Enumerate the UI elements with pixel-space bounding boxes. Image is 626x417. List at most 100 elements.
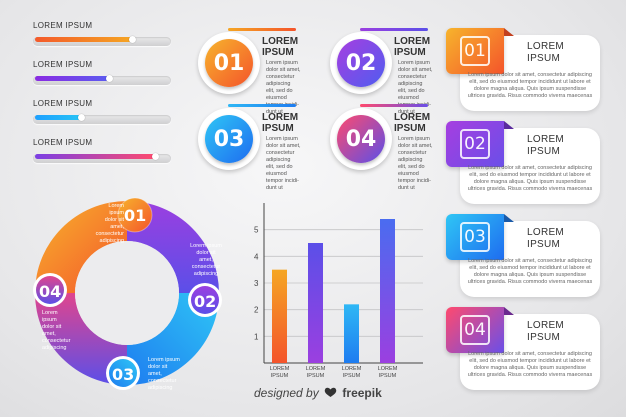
desc-line: consectetur xyxy=(148,378,177,384)
ring-description-03: Lorem ipsum dolor sit amet, consectetur … xyxy=(148,357,182,392)
circle-description: Lorem ipsum dolor sit amet, consectetur … xyxy=(266,60,316,116)
card-tab: 04 xyxy=(446,307,504,353)
card-description: Lorem ipsum dolor sit amet, consectetur … xyxy=(464,258,596,286)
title-underline xyxy=(228,104,296,107)
desc-line: adipiscing xyxy=(148,385,173,391)
desc-line: adipiscing xyxy=(99,238,124,244)
desc-line: elit, sed do eiusmod tempor incididunt u… xyxy=(469,358,591,364)
desc-line: Lorem ipsum xyxy=(398,136,430,142)
ring-segment-03 xyxy=(127,293,219,385)
card-title-line: LOREM xyxy=(527,227,565,238)
progress-bar-track xyxy=(33,36,171,46)
desc-line: consectetur xyxy=(266,150,295,156)
freepik-logo-icon xyxy=(324,386,337,398)
number-badge-inner: 03 xyxy=(205,115,253,163)
ring-bubble-01 xyxy=(117,197,153,233)
desc-line: ultrices gravida. Risus commodo viverra … xyxy=(467,93,593,99)
x-tick-label: LOREM IPSUM xyxy=(301,366,331,380)
card-title-line: IPSUM xyxy=(527,332,561,343)
card-number: 04 xyxy=(460,315,490,345)
progress-bar-item: LOREM IPSUM xyxy=(33,99,171,124)
ring-number-04: 04 xyxy=(39,282,62,301)
desc-line: elit, sed do xyxy=(266,164,293,170)
desc-line: elit, sed do eiusmod tempor incididunt u… xyxy=(469,265,591,271)
x-tick-label-line: LOREM xyxy=(269,366,290,372)
number-badge: 04 xyxy=(330,108,392,170)
desc-line: Lorem ipsum xyxy=(42,310,58,323)
desc-line: Lorem ipsum dolor sit amet, consectetur … xyxy=(468,351,592,357)
desc-line: dolor sit amet, xyxy=(398,67,433,73)
card-title-line: IPSUM xyxy=(527,146,561,157)
circle-title: LOREM IPSUM xyxy=(394,112,444,134)
number-badge: 02 xyxy=(330,32,392,94)
circle-title-line: IPSUM xyxy=(262,47,294,58)
progress-knob[interactable] xyxy=(106,75,114,82)
desc-line: eiusmod xyxy=(266,95,287,101)
number-badge-inner: 02 xyxy=(337,39,385,87)
circle-title-line: IPSUM xyxy=(394,47,426,58)
ring-description-02: Lorem ipsum dolor sit amet, consectetur … xyxy=(190,243,222,278)
desc-line: dolore magna aliqua. Quis ipsum suspendi… xyxy=(473,86,587,92)
desc-line: consectetur xyxy=(398,150,427,156)
ring-infographic xyxy=(33,197,222,390)
card-number: 01 xyxy=(460,36,490,66)
number-badge-inner: 04 xyxy=(337,115,385,163)
bar xyxy=(308,243,323,363)
progress-bar-item: LOREM IPSUM xyxy=(33,60,171,85)
progress-bar-track xyxy=(33,75,171,85)
x-tick-label-line: IPSUM xyxy=(342,373,361,379)
progress-knob[interactable] xyxy=(128,36,136,43)
card-title: LOREM IPSUM xyxy=(527,134,564,158)
chart-grid xyxy=(264,229,423,337)
x-tick-label-line: IPSUM xyxy=(306,373,325,379)
desc-line: elit, sed do xyxy=(266,88,293,94)
desc-line: dunt ut xyxy=(398,185,415,191)
desc-line: dolor sit amet, xyxy=(266,67,301,73)
desc-line: adipiscing xyxy=(266,157,291,163)
circle-description: Lorem ipsum dolor sit amet, consectetur … xyxy=(266,136,316,192)
card-title-line: IPSUM xyxy=(527,53,561,64)
desc-line: eiusmod xyxy=(398,95,419,101)
desc-line: Lorem ipsum xyxy=(108,203,124,216)
desc-line: elit, sed do eiusmod tempor incididunt u… xyxy=(469,172,591,178)
credit-text: designed by xyxy=(254,386,319,400)
ring-number-01: 01 xyxy=(124,206,147,225)
number-badge-inner: 01 xyxy=(205,39,253,87)
y-tick-label: 4 xyxy=(254,252,259,261)
desc-line: Lorem ipsum dolor sit amet, consectetur … xyxy=(468,72,592,78)
bar xyxy=(380,219,395,363)
number-badge: 03 xyxy=(198,108,260,170)
desc-line: adipiscing xyxy=(266,81,291,87)
card-description: Lorem ipsum dolor sit amet, consectetur … xyxy=(464,351,596,379)
ring-number-03: 03 xyxy=(112,365,135,384)
ring-bubble-03-inner xyxy=(109,359,137,387)
desc-line: dolor sit amet, xyxy=(398,143,433,149)
card-title-line: LOREM xyxy=(527,41,565,52)
card-title-line: LOREM xyxy=(527,320,565,331)
tab-fold xyxy=(504,121,514,129)
ring-number-02: 02 xyxy=(194,292,217,311)
progress-knob[interactable] xyxy=(151,153,159,160)
y-tick-label: 5 xyxy=(254,226,259,235)
ring-bubble-02-inner xyxy=(191,286,219,314)
circle-title: LOREM IPSUM xyxy=(394,36,444,58)
desc-line: consectetur xyxy=(398,74,427,80)
progress-bar-label: LOREM IPSUM xyxy=(33,99,93,108)
tab-fold xyxy=(504,28,514,36)
card-tab: 03 xyxy=(446,214,504,260)
desc-line: Lorem ipsum xyxy=(266,136,298,142)
desc-line: dolor sit xyxy=(42,324,62,330)
ring-segment-02 xyxy=(127,201,219,293)
credit-brand: freepik xyxy=(342,386,382,400)
x-tick-label-line: LOREM xyxy=(341,366,362,372)
x-tick-label-line: LOREM xyxy=(377,366,398,372)
bar-chart: 1 2 3 4 5 xyxy=(254,203,423,364)
progress-bar-fill xyxy=(35,36,136,43)
desc-line: Lorem ipsum dolor sit amet, consectetur … xyxy=(468,165,592,171)
circle-description: Lorem ipsum dolor sit amet, consectetur … xyxy=(398,136,448,192)
progress-knob[interactable] xyxy=(77,114,85,121)
progress-bar-label: LOREM IPSUM xyxy=(33,138,93,147)
desc-line: dolor sit amet, xyxy=(266,143,301,149)
desc-line: tempor incidi- xyxy=(398,178,432,184)
desc-line: ultrices gravida. Risus commodo viverra … xyxy=(467,186,593,192)
